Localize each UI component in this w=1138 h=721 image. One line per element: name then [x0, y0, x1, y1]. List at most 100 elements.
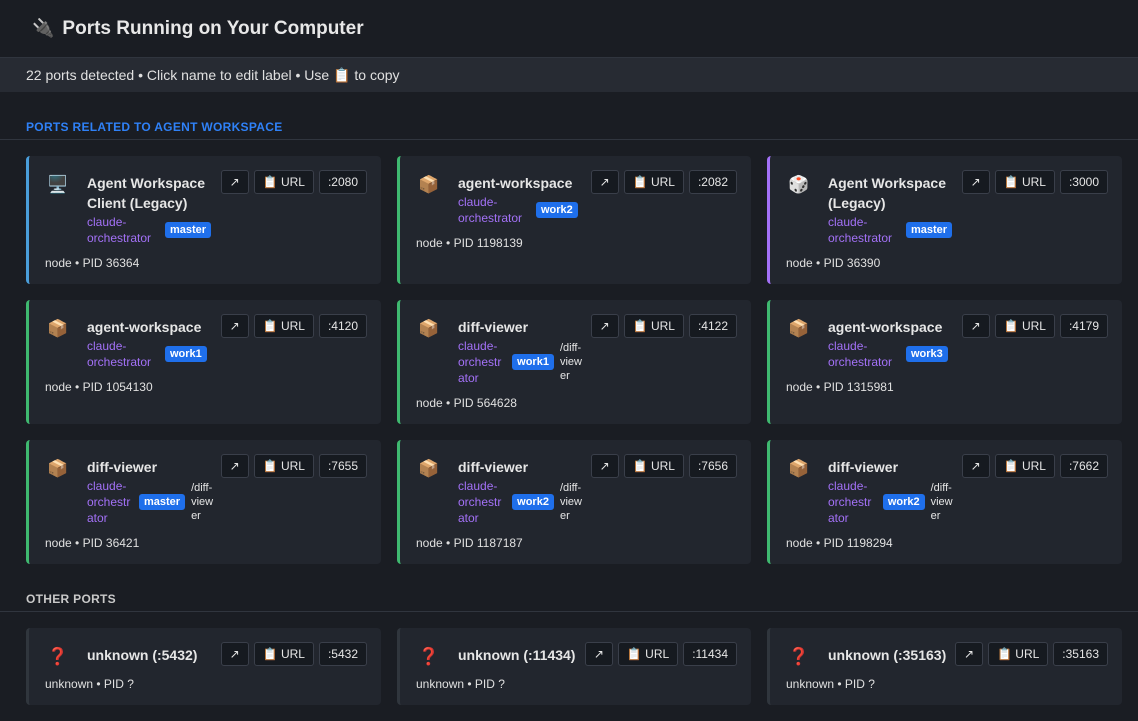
port-info: agent-workspace claude-orchestrator work1 [87, 314, 215, 370]
port-info: agent-workspace claude-orchestrator work2 [458, 170, 585, 226]
branch-badge: work2 [882, 494, 925, 510]
copy-url-button[interactable]: 📋 URL [253, 314, 314, 338]
port-info: diff-viewer claude-orchestrator work2/diff… [828, 454, 956, 526]
port-name[interactable]: agent-workspace [458, 175, 573, 191]
open-button[interactable]: ↗ [220, 642, 249, 666]
card-header: ❓ unknown (:5432) ↗ 📋 URL:5432 [45, 642, 367, 667]
card-header: 📦 diff-viewer claude-orchestrator work2/dif… [786, 454, 1108, 526]
page-title: Ports Running on Your Computer [62, 17, 364, 39]
copy-url-button[interactable]: 📋 URL [253, 454, 314, 478]
port-name[interactable]: diff-viewer [458, 459, 529, 475]
port-button[interactable]: :11434 [683, 642, 737, 666]
port-name[interactable]: diff-viewer [828, 459, 899, 475]
actions: ↗ 📋 URL:2080 [220, 170, 367, 194]
port-name[interactable]: Agent Workspace Client (Legacy) [87, 175, 205, 211]
port-name[interactable]: diff-viewer [458, 319, 529, 335]
port-card: ❓ unknown (:11434) ↗ 📋 URL:11434 unknown • P… [397, 628, 751, 705]
process-meta: node • PID 1198139 [416, 236, 523, 250]
branch-badge: work1 [512, 354, 554, 370]
actions: ↗ 📋 URL:5432 [220, 642, 367, 666]
copy-url-button[interactable]: 📋 URL [623, 170, 684, 194]
card-header: ❓ unknown (:11434) ↗ 📋 URL:11434 [416, 642, 737, 667]
copy-url-button[interactable]: 📋 URL [253, 642, 314, 666]
open-button[interactable]: ↗ [961, 170, 990, 194]
open-button[interactable]: ↗ [590, 314, 619, 338]
header: 🔌 Ports Running on Your Computer [0, 0, 1138, 57]
port-card: ❓ unknown (:35163) ↗ 📋 URL:35163 unknown • P… [767, 628, 1122, 705]
open-button[interactable]: ↗ [954, 642, 984, 666]
open-button[interactable]: ↗ [961, 314, 990, 338]
tags: claude-orchestrator master [87, 214, 215, 246]
port-name[interactable]: agent-workspace [87, 319, 202, 335]
port-icon: 📦 [418, 319, 440, 338]
port-button[interactable]: :7662 [1059, 454, 1108, 478]
section-title: OTHER PORTS [0, 592, 1138, 612]
open-button[interactable]: ↗ [590, 170, 619, 194]
copy-url-button[interactable]: 📋 URL [994, 314, 1055, 338]
port-info: agent-workspace claude-orchestrator work3 [828, 314, 956, 370]
port-button[interactable]: :4120 [318, 314, 367, 338]
tags: claude-orchestrator work1/diff-viewer [458, 338, 585, 386]
branch-badge: work1 [165, 346, 207, 362]
copy-url-button[interactable]: 📋 URL [994, 170, 1055, 194]
port-card: ❓ unknown (:5432) ↗ 📋 URL:5432 unknown • PID… [26, 628, 381, 705]
port-icon: 📦 [788, 459, 810, 478]
port-card: 📦 diff-viewer claude-orchestrator work2/dif… [767, 440, 1122, 564]
open-button[interactable]: ↗ [590, 454, 619, 478]
process-meta: node • PID 1187187 [416, 536, 523, 550]
path: /diff-viewer [559, 482, 582, 522]
copy-url-button[interactable]: 📋 URL [623, 314, 684, 338]
copy-url-button[interactable]: 📋 URL [988, 642, 1049, 666]
port-button[interactable]: :35163 [1053, 642, 1108, 666]
port-name[interactable]: unknown (:35163) [828, 647, 947, 663]
open-button[interactable]: ↗ [220, 454, 249, 478]
port-button[interactable]: :7655 [318, 454, 367, 478]
path: /diff-viewer [930, 482, 953, 522]
port-button[interactable]: :5432 [318, 642, 367, 666]
tags: claude-orchestrator work3 [828, 338, 956, 370]
branch-badge: work3 [906, 346, 948, 362]
port-button[interactable]: :2080 [318, 170, 367, 194]
process-meta: unknown • PID ? [45, 677, 134, 691]
card-header: 📦 diff-viewer claude-orchestrator master/di… [45, 454, 367, 526]
open-button[interactable]: ↗ [220, 314, 249, 338]
port-button[interactable]: :7656 [688, 454, 737, 478]
project: claude-orchestrator [87, 479, 131, 525]
tags: claude-orchestrator work2/diff-viewer [458, 478, 585, 526]
copy-url-button[interactable]: 📋 URL [617, 642, 679, 666]
port-icon: 📦 [47, 319, 69, 338]
copy-url-button[interactable]: 📋 URL [623, 454, 684, 478]
port-button[interactable]: :2082 [688, 170, 737, 194]
port-button[interactable]: :4122 [688, 314, 737, 338]
card-header: 🖥️ Agent Workspace Client (Legacy) claude-… [45, 170, 367, 246]
port-info: diff-viewer claude-orchestrator master/dif… [87, 454, 215, 526]
port-button[interactable]: :3000 [1059, 170, 1108, 194]
copy-url-button[interactable]: 📋 URL [994, 454, 1055, 478]
port-icon: 🎲 [788, 175, 810, 194]
actions: ↗ 📋 URL:7662 [961, 454, 1108, 478]
actions: ↗ 📋 URL:7656 [590, 454, 737, 478]
port-button[interactable]: :4179 [1059, 314, 1108, 338]
card-header: 📦 agent-workspace claude-orchestrator work2… [416, 170, 737, 226]
open-button[interactable]: ↗ [220, 170, 249, 194]
process-meta: node • PID 36364 [45, 256, 140, 270]
port-name[interactable]: diff-viewer [87, 459, 158, 475]
port-name[interactable]: Agent Workspace (Legacy) [828, 175, 946, 211]
port-name[interactable]: unknown (:5432) [87, 647, 198, 663]
card-header: 📦 diff-viewer claude-orchestrator work2/dif… [416, 454, 737, 526]
process-meta: node • PID 1198294 [786, 536, 893, 550]
port-info: Agent Workspace Client (Legacy) claude-or… [87, 170, 215, 246]
port-card: 📦 diff-viewer claude-orchestrator master/di… [26, 440, 381, 564]
card-grid: 🖥️ Agent Workspace Client (Legacy) claude-… [0, 156, 1138, 564]
path: /diff-viewer [191, 482, 214, 522]
open-button[interactable]: ↗ [584, 642, 613, 666]
process-meta: unknown • PID ? [416, 677, 505, 691]
project: claude-orchestrator [458, 339, 502, 385]
port-name[interactable]: agent-workspace [828, 319, 943, 335]
port-name[interactable]: unknown (:11434) [458, 647, 576, 663]
copy-url-button[interactable]: 📋 URL [253, 170, 314, 194]
port-info: unknown (:11434) [458, 642, 579, 665]
actions: ↗ 📋 URL:2082 [590, 170, 737, 194]
open-button[interactable]: ↗ [961, 454, 990, 478]
